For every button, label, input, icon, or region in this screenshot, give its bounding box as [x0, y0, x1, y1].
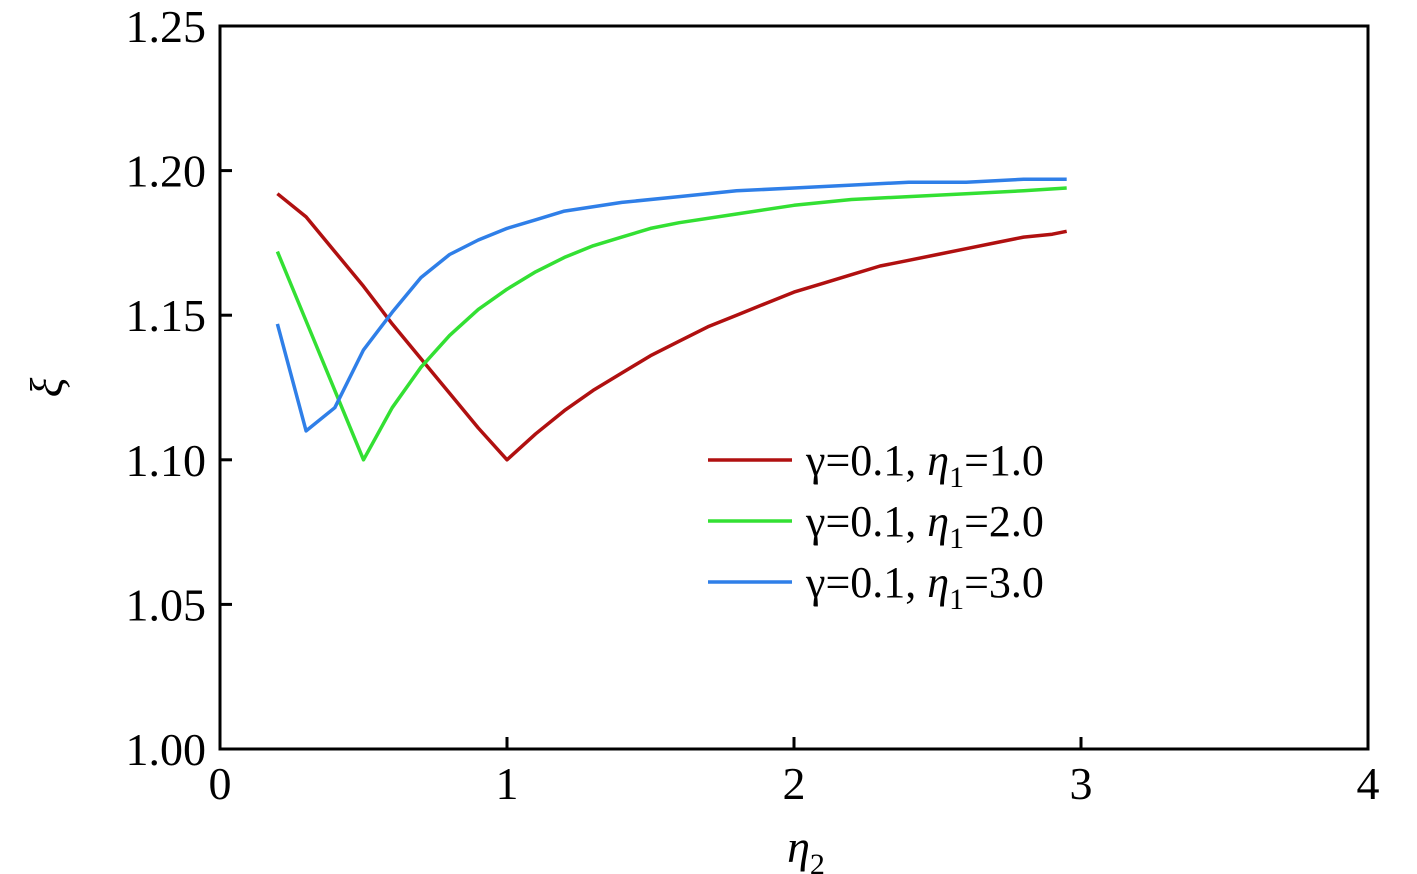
series-line-2: [275, 186, 1067, 462]
legend-label-2: γ=0.1, η1=2.0: [805, 497, 1044, 555]
y-axis-label: ξ: [21, 377, 72, 397]
legend-label-symbol: η: [927, 497, 949, 546]
legend-label-prefix: γ=0.1,: [805, 436, 927, 485]
legend-label-subscript: 1: [949, 522, 964, 555]
y-tick-label: 1.05: [126, 579, 207, 630]
legend-label-value: =2.0: [964, 497, 1044, 546]
legend-label-subscript: 1: [949, 461, 964, 494]
legend-label-symbol: η: [927, 436, 949, 485]
plot-area-frame: [218, 24, 1370, 751]
legend-label-prefix: γ=0.1,: [805, 497, 927, 546]
legend-label-3: γ=0.1, η1=3.0: [805, 558, 1044, 616]
legend-label-value: =3.0: [964, 558, 1044, 607]
x-axis-ticks: 0 1 2 3 4: [209, 737, 1380, 809]
legend: γ=0.1, η1=1.0γ=0.1, η1=2.0γ=0.1, η1=3.0: [708, 436, 1044, 616]
legend-label-value: =1.0: [964, 436, 1044, 485]
y-axis-ticks: 1.00 1.05 1.10 1.15 1.20 1.25: [126, 1, 232, 775]
y-tick-label: 1.00: [126, 724, 207, 775]
series-lines: [275, 177, 1068, 462]
x-axis-label-main: η: [787, 821, 810, 872]
x-tick-label: 2: [783, 758, 806, 809]
legend-label-symbol: η: [927, 558, 949, 607]
x-tick-label: 4: [1357, 758, 1380, 809]
legend-label-prefix: γ=0.1,: [805, 558, 927, 607]
x-tick-label: 1: [496, 758, 519, 809]
legend-label-subscript: 1: [949, 583, 964, 616]
y-tick-label: 1.25: [126, 1, 207, 52]
x-tick-label: 0: [209, 758, 232, 809]
x-tick-label: 3: [1070, 758, 1093, 809]
y-tick-label: 1.20: [126, 146, 207, 197]
series-line-1: [276, 192, 1068, 462]
y-tick-label: 1.10: [126, 435, 207, 486]
series-line-3: [275, 177, 1067, 433]
x-axis-label: η2: [787, 821, 825, 874]
y-tick-label: 1.15: [126, 290, 207, 341]
legend-label-1: γ=0.1, η1=1.0: [805, 436, 1044, 494]
x-axis-label-sub: 2: [810, 848, 825, 874]
